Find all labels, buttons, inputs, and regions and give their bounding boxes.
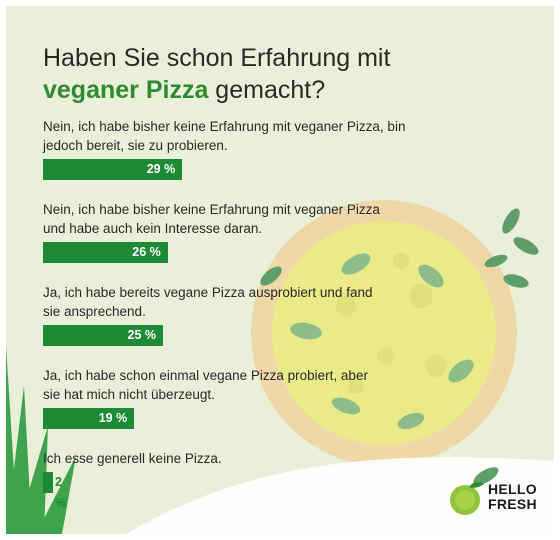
logo-line2: FRESH: [488, 496, 537, 512]
bar-category-label: Nein, ich habe bisher keine Erfahrung mi…: [43, 119, 406, 153]
bar-item: Ja, ich habe schon einmal vegane Pizza p…: [43, 366, 463, 429]
logo-line1: HELLO: [488, 481, 537, 497]
bar-item: Nein, ich habe bisher keine Erfahrung mi…: [43, 117, 463, 180]
page-title: Haben Sie schon Erfahrung mit veganer Pi…: [43, 42, 390, 106]
bar-value-label: 25 %: [127, 328, 157, 342]
bar-chart: Nein, ich habe bisher keine Erfahrung mi…: [43, 117, 463, 510]
title-line1: Haben Sie schon Erfahrung mit: [43, 44, 391, 72]
infographic-card: Haben Sie schon Erfahrung mit veganer Pi…: [6, 6, 554, 534]
bar-item: Ja, ich habe bereits vegane Pizza auspro…: [43, 283, 463, 346]
bar: 29 %: [43, 159, 183, 180]
title-rest: gemacht?: [208, 76, 326, 104]
grass-decoration: [6, 346, 76, 534]
bar-value-label: 19 %: [98, 411, 128, 425]
bar-value-label: 2 %: [55, 475, 67, 510]
bar: 19 %: [43, 408, 135, 429]
title-highlight: veganer Pizza: [43, 76, 209, 104]
bar: 25 %: [43, 325, 163, 346]
herb-sprigs: [260, 208, 539, 485]
bar-value-label: 26 %: [132, 245, 161, 259]
bar-category-label: Nein, ich habe bisher keine Erfahrung mi…: [43, 202, 380, 236]
bar-category-label: Ja, ich habe bereits vegane Pizza auspro…: [43, 285, 373, 319]
hellofresh-logo-text: HELLO FRESH: [488, 482, 537, 512]
pizza-spots: [336, 253, 447, 394]
bar-category-label: Ja, ich habe schon einmal vegane Pizza p…: [43, 368, 368, 402]
bar-value-label: 29 %: [146, 162, 176, 176]
bar: 2 %: [43, 472, 66, 510]
bar-category-label: Ich esse generell keine Pizza.: [43, 451, 222, 466]
bar: 26 %: [43, 242, 168, 263]
pizza-illustration: [6, 200, 554, 534]
brush-swoosh: [126, 457, 554, 534]
bar-item: Ich esse generell keine Pizza. 2 %: [43, 449, 463, 510]
hellofresh-lime-icon: [450, 481, 484, 515]
herb-leaves: [290, 253, 474, 430]
bar-item: Nein, ich habe bisher keine Erfahrung mi…: [43, 200, 463, 263]
